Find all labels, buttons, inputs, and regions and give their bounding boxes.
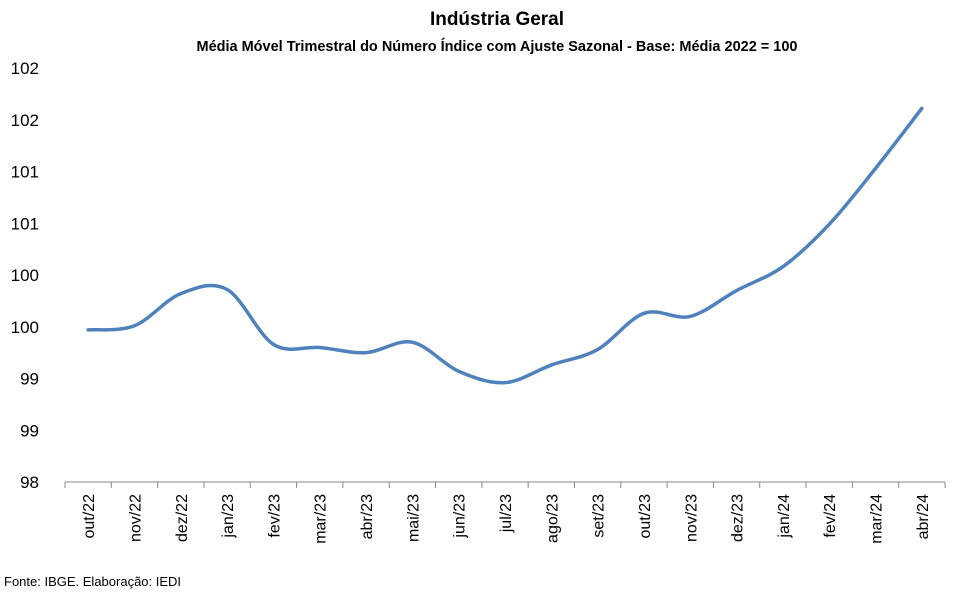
x-axis: out/22 nov/22 dez/22 jan/23 fev/23 mar/23 abr/… <box>64 481 946 544</box>
x-tick-label: dez/22 <box>174 494 191 542</box>
plot-area <box>86 106 924 385</box>
y-tick-label: 98 <box>20 473 39 492</box>
x-tick-label: mai/23 <box>405 494 422 542</box>
y-tick-label: 102 <box>11 59 39 78</box>
x-tick-label: mar/23 <box>313 494 330 544</box>
x-tick-label: abr/24 <box>915 494 932 539</box>
y-tick-label: 102 <box>11 111 39 130</box>
x-tick-label: ago/23 <box>544 494 561 543</box>
y-tick-label: 99 <box>20 370 39 389</box>
source-note: Fonte: IBGE. Elaboração: IEDI <box>4 574 181 589</box>
chart-subtitle: Média Móvel Trimestral do Número Índice … <box>196 38 797 55</box>
x-tick-label: fev/24 <box>822 494 839 538</box>
y-axis: 98 99 99 100 100 101 101 102 102 <box>11 59 39 492</box>
x-tick-label: out/23 <box>637 494 654 539</box>
x-tick-label: jul/23 <box>498 494 515 533</box>
x-tick-label: jan/24 <box>776 494 793 539</box>
x-tick-label: out/22 <box>81 494 98 539</box>
y-tick-label: 101 <box>11 214 39 233</box>
x-tick-label: set/23 <box>591 494 608 538</box>
x-tick-label: abr/23 <box>359 494 376 539</box>
x-tick-label: mar/24 <box>869 494 886 544</box>
y-tick-label: 100 <box>11 318 39 337</box>
chart-title: Indústria Geral <box>430 9 564 30</box>
y-tick-label: 99 <box>20 421 39 440</box>
y-tick-label: 101 <box>11 163 39 182</box>
x-tick-label: jun/23 <box>452 494 469 539</box>
series-line <box>86 106 924 385</box>
x-tick-label: nov/23 <box>683 494 700 542</box>
x-tick-label: nov/22 <box>127 494 144 542</box>
x-tick-label: fev/23 <box>266 494 283 538</box>
x-tick-label: dez/23 <box>730 494 747 542</box>
x-tick-label: jan/23 <box>220 494 237 539</box>
y-tick-label: 100 <box>11 266 39 285</box>
